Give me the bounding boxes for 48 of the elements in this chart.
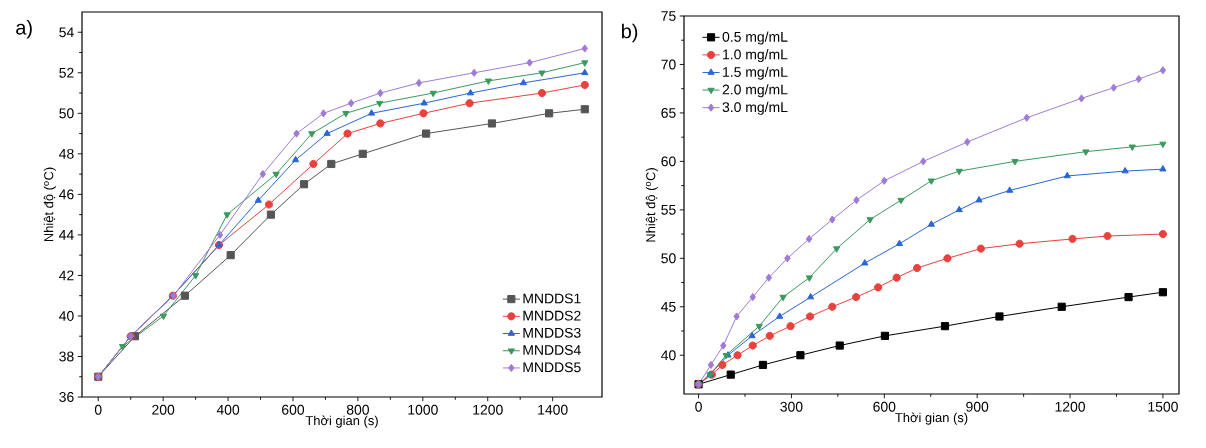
- y-tick-label: 36: [59, 392, 74, 402]
- y-tick-label: 60: [661, 156, 676, 167]
- x-axis-title: Thời gian (s): [895, 412, 968, 425]
- x-tick-label: 900: [966, 401, 989, 412]
- x-tick-label: 1500: [1148, 401, 1178, 412]
- legend-label: 0.5 mg/mL: [722, 31, 788, 45]
- y-tick-label: 65: [661, 107, 676, 118]
- x-tick-label: 600: [282, 404, 305, 415]
- x-tick-label: 400: [216, 404, 240, 415]
- y-tick-label: 44: [59, 230, 74, 240]
- text: b): [621, 23, 638, 43]
- x-tick-label: 0: [94, 404, 102, 415]
- y-tick-label: 45: [661, 301, 676, 312]
- y-tick-label: 70: [661, 59, 676, 70]
- legend-label: MNDDS4: [523, 345, 581, 355]
- y-tick-label: 38: [59, 351, 74, 362]
- x-tick-label: 1400: [538, 404, 568, 415]
- y-tick-label: 40: [661, 350, 676, 361]
- y-tick-label: 50: [661, 253, 676, 264]
- x-tick-label: 300: [780, 401, 803, 412]
- y-tick-label: 42: [59, 270, 74, 281]
- legend-label: 1.5 mg/mL: [723, 66, 788, 80]
- y-axis-title: Nhiệt độ ($^{o}$C): [645, 168, 658, 242]
- legend-label: MNDDS3: [523, 327, 581, 338]
- y-tick-label: 55: [661, 204, 676, 215]
- y-tick-label: 50: [59, 108, 74, 119]
- y-tick-label: 40: [59, 311, 74, 321]
- text: a): [16, 20, 32, 39]
- legend-label: MNDDS5: [523, 362, 581, 373]
- legend-label: 1.0 mg/mL: [723, 49, 788, 63]
- legend-label: 2.0 mg/mL: [722, 84, 788, 98]
- x-tick-label: 800: [346, 404, 369, 415]
- x-tick-label: 200: [152, 404, 175, 415]
- y-tick-label: 46: [59, 189, 74, 200]
- x-axis-title: Thời gian (s): [305, 415, 378, 428]
- legend-label: MNDDS2: [523, 310, 581, 321]
- x-tick-label: 1200: [473, 404, 503, 415]
- y-tick-label: 75: [661, 11, 676, 21]
- y-tick-label: 48: [59, 148, 74, 159]
- x-tick-label: 600: [873, 401, 896, 412]
- y-tick-label: 52: [59, 67, 74, 78]
- y-tick-label: 54: [59, 27, 74, 38]
- x-tick-label: 1200: [1055, 401, 1086, 412]
- x-tick-label: 0: [695, 401, 702, 412]
- legend-label: MNDDS1: [523, 293, 581, 304]
- x-tick-label: 1000: [408, 404, 438, 415]
- y-axis-title: Nhiệt độ ($^{o}$C): [43, 167, 56, 242]
- legend-label: 3.0 mg/mL: [722, 101, 788, 115]
